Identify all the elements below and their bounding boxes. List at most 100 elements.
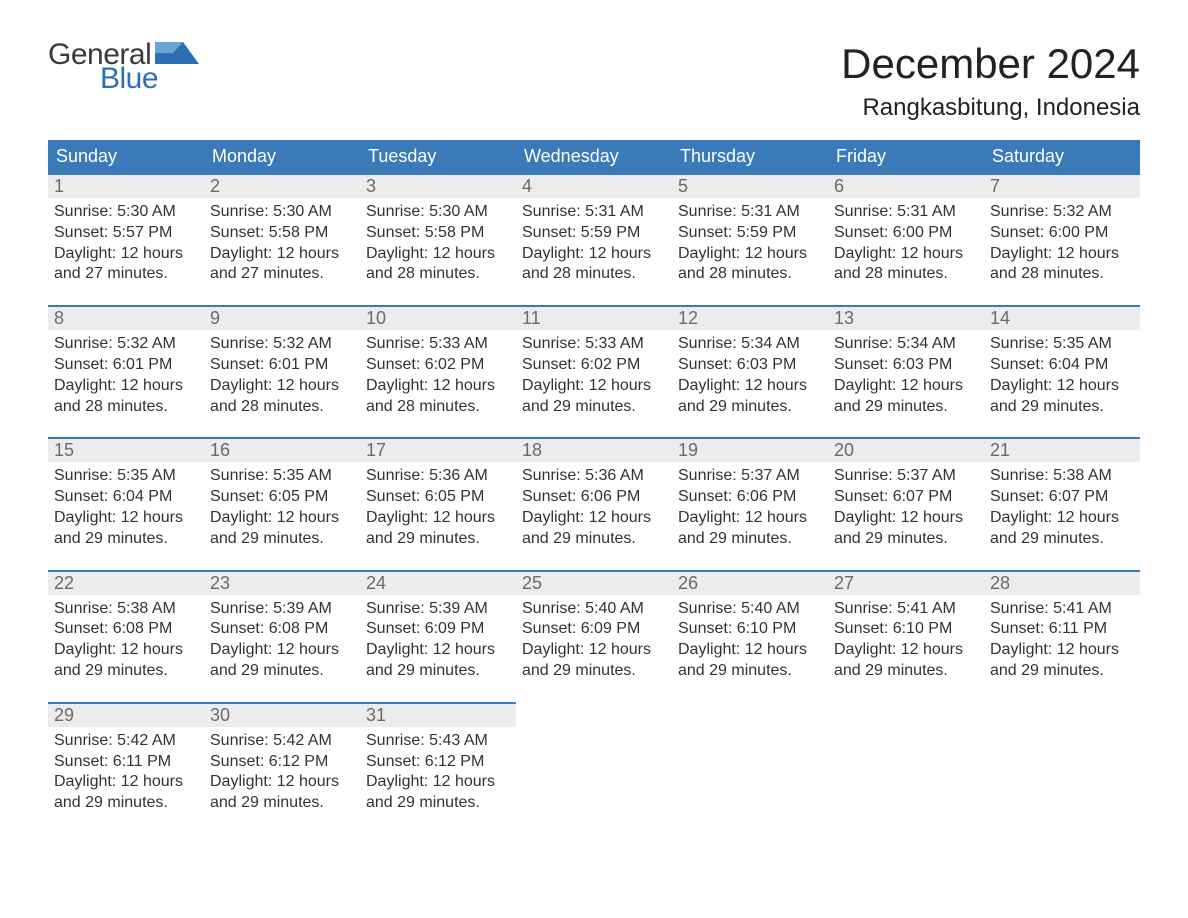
day-body: Sunrise: 5:35 AMSunset: 6:04 PMDaylight:… [984,330,1140,417]
day-cell: 7Sunrise: 5:32 AMSunset: 6:00 PMDaylight… [984,173,1140,285]
day-line: Sunrise: 5:39 AM [210,599,354,620]
day-line: and 29 minutes. [210,793,354,814]
day-number-row: 28 [984,570,1140,595]
day-number: 12 [678,308,698,328]
day-cell: 5Sunrise: 5:31 AMSunset: 5:59 PMDaylight… [672,173,828,285]
day-line: and 29 minutes. [522,529,666,550]
day-line: Sunrise: 5:31 AM [678,202,822,223]
day-body: Sunrise: 5:34 AMSunset: 6:03 PMDaylight:… [828,330,984,417]
day-cell: 14Sunrise: 5:35 AMSunset: 6:04 PMDayligh… [984,305,1140,417]
weekday-header: Saturday [984,140,1140,173]
day-line: Sunrise: 5:35 AM [54,466,198,487]
day-line: and 28 minutes. [990,264,1134,285]
day-number: 30 [210,705,230,725]
day-cell: 23Sunrise: 5:39 AMSunset: 6:08 PMDayligh… [204,570,360,682]
day-line: Sunset: 6:05 PM [366,487,510,508]
day-line: Daylight: 12 hours [54,772,198,793]
day-line: and 29 minutes. [990,397,1134,418]
day-body: Sunrise: 5:36 AMSunset: 6:06 PMDaylight:… [516,462,672,549]
day-number: 25 [522,573,542,593]
day-body: Sunrise: 5:38 AMSunset: 6:07 PMDaylight:… [984,462,1140,549]
day-line: and 28 minutes. [834,264,978,285]
day-line: and 29 minutes. [210,529,354,550]
calendar: SundayMondayTuesdayWednesdayThursdayFrid… [48,140,1140,814]
day-line: Sunset: 6:11 PM [990,619,1134,640]
weekday-header: Wednesday [516,140,672,173]
day-number-row: 19 [672,437,828,462]
day-line: Sunrise: 5:34 AM [678,334,822,355]
weekday-header: Thursday [672,140,828,173]
day-line: and 28 minutes. [54,397,198,418]
day-number-row: 22 [48,570,204,595]
day-number-row: 13 [828,305,984,330]
day-line: and 29 minutes. [678,529,822,550]
day-line: and 29 minutes. [54,793,198,814]
day-cell: 31Sunrise: 5:43 AMSunset: 6:12 PMDayligh… [360,702,516,814]
week-row: 1Sunrise: 5:30 AMSunset: 5:57 PMDaylight… [48,173,1140,285]
day-line: Sunrise: 5:33 AM [366,334,510,355]
weekday-header: Tuesday [360,140,516,173]
day-number-row: 12 [672,305,828,330]
day-line: and 29 minutes. [210,661,354,682]
day-line: Daylight: 12 hours [834,640,978,661]
location: Rangkasbitung, Indonesia [841,94,1140,122]
day-cell: 6Sunrise: 5:31 AMSunset: 6:00 PMDaylight… [828,173,984,285]
week-row: 22Sunrise: 5:38 AMSunset: 6:08 PMDayligh… [48,570,1140,682]
day-line: Sunset: 5:59 PM [522,223,666,244]
day-cell: 26Sunrise: 5:40 AMSunset: 6:10 PMDayligh… [672,570,828,682]
day-number: 8 [54,308,64,328]
day-body: Sunrise: 5:43 AMSunset: 6:12 PMDaylight:… [360,727,516,814]
day-line: Daylight: 12 hours [522,508,666,529]
day-number: 2 [210,176,220,196]
day-number: 5 [678,176,688,196]
day-line: Sunset: 6:01 PM [54,355,198,376]
day-line: Sunrise: 5:31 AM [522,202,666,223]
day-line: and 28 minutes. [366,264,510,285]
day-line: Sunrise: 5:43 AM [366,731,510,752]
day-line: Sunset: 6:08 PM [210,619,354,640]
day-line: and 29 minutes. [834,397,978,418]
day-body: Sunrise: 5:31 AMSunset: 6:00 PMDaylight:… [828,198,984,285]
day-number-row: 23 [204,570,360,595]
day-line: Daylight: 12 hours [522,244,666,265]
day-line: Sunset: 5:58 PM [210,223,354,244]
day-line: Sunrise: 5:36 AM [366,466,510,487]
day-body: Sunrise: 5:32 AMSunset: 6:01 PMDaylight:… [204,330,360,417]
day-line: Sunset: 6:00 PM [990,223,1134,244]
day-line: and 29 minutes. [54,661,198,682]
week-row: 8 Sunrise: 5:32 AMSunset: 6:01 PMDaylight… [48,305,1140,417]
day-body: Sunrise: 5:42 AMSunset: 6:11 PMDaylight:… [48,727,204,814]
day-line: and 28 minutes. [366,397,510,418]
day-line: Sunset: 6:12 PM [210,752,354,773]
day-line: Sunrise: 5:35 AM [210,466,354,487]
day-number-row: 4 [516,173,672,198]
day-line: Daylight: 12 hours [834,376,978,397]
weekday-header: Sunday [48,140,204,173]
day-line: Sunset: 6:05 PM [210,487,354,508]
day-cell: 4 Sunrise: 5:31 AMSunset: 5:59 PMDaylight… [516,173,672,285]
day-cell: 29Sunrise: 5:42 AMSunset: 6:11 PMDayligh… [48,702,204,814]
day-line: Sunset: 6:11 PM [54,752,198,773]
day-line: Daylight: 12 hours [678,640,822,661]
weekday-header-row: SundayMondayTuesdayWednesdayThursdayFrid… [48,140,1140,173]
day-number: 16 [210,440,230,460]
day-body: Sunrise: 5:30 AMSunset: 5:58 PMDaylight:… [360,198,516,285]
day-line: Sunset: 6:00 PM [834,223,978,244]
day-number-row: 25 [516,570,672,595]
day-line: and 29 minutes. [366,793,510,814]
week-row: 29Sunrise: 5:42 AMSunset: 6:11 PMDayligh… [48,702,1140,814]
day-line: Sunrise: 5:32 AM [990,202,1134,223]
day-line: Sunset: 6:08 PM [54,619,198,640]
day-line: Daylight: 12 hours [366,772,510,793]
day-cell: 30Sunrise: 5:42 AMSunset: 6:12 PMDayligh… [204,702,360,814]
day-line: Sunrise: 5:41 AM [834,599,978,620]
day-number: 13 [834,308,854,328]
day-number: 20 [834,440,854,460]
day-line: Sunrise: 5:40 AM [522,599,666,620]
day-body: Sunrise: 5:32 AMSunset: 6:00 PMDaylight:… [984,198,1140,285]
day-body: Sunrise: 5:39 AMSunset: 6:08 PMDaylight:… [204,595,360,682]
month-title: December 2024 [841,40,1140,88]
day-cell: 17Sunrise: 5:36 AMSunset: 6:05 PMDayligh… [360,437,516,549]
day-number: 19 [678,440,698,460]
day-body: Sunrise: 5:39 AMSunset: 6:09 PMDaylight:… [360,595,516,682]
